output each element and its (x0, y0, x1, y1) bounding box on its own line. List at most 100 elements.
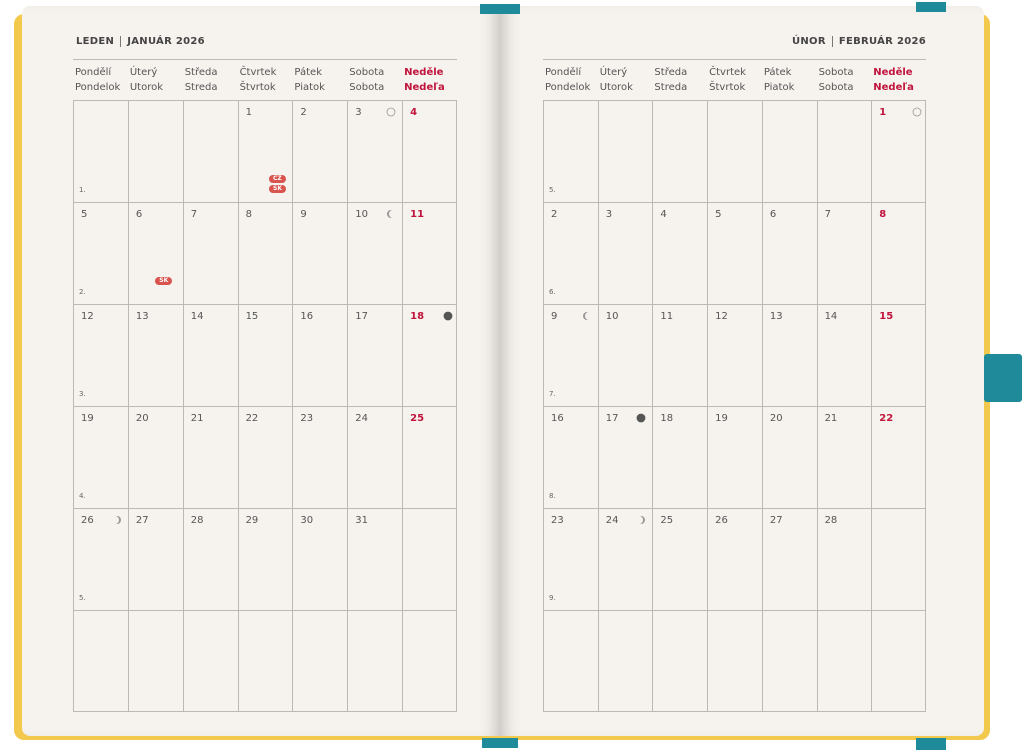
week-number: 3. (79, 390, 86, 398)
day-cell (761, 508, 817, 610)
day-cell (871, 610, 926, 712)
weekday-sk: Piatok (763, 82, 795, 93)
day-number: 16 (551, 413, 564, 424)
day-number: 13 (769, 311, 783, 322)
day-cell (292, 406, 348, 508)
day-number: 25 (410, 413, 425, 424)
day-cell (871, 202, 926, 304)
day-cell (182, 202, 238, 304)
day-cell (707, 508, 762, 610)
day-number: 30 (300, 515, 314, 526)
day-number: 9 (551, 311, 558, 322)
day-cell (652, 610, 708, 712)
day-cell (347, 508, 403, 610)
holiday-badge: SK (155, 277, 173, 285)
weekday-cz: Pátek (294, 67, 322, 78)
day-number: 3 (355, 107, 362, 118)
day-cell (597, 610, 653, 712)
day-cell (652, 202, 708, 304)
day-number: 11 (660, 311, 674, 322)
day-number: 1 (245, 107, 252, 118)
day-number: 7 (190, 209, 198, 220)
month-name-cz: ÚNOR (791, 36, 826, 47)
moon-phase-icon (636, 516, 646, 524)
day-number: 19 (715, 413, 728, 424)
weekday-cz: Sobota (818, 67, 854, 78)
day-cell (347, 610, 403, 712)
weekday-sk: Streda (184, 82, 218, 93)
month-header: LEDEN JANUÁR 2026 (76, 36, 205, 47)
day-number: 25 (660, 515, 674, 526)
day-cell (816, 202, 872, 304)
day-cell (761, 202, 817, 304)
day-cell (182, 406, 238, 508)
day-number: 18 (660, 413, 674, 424)
header-separator (120, 36, 122, 47)
weekday-cz: Středa (654, 67, 688, 78)
day-cell (73, 406, 128, 508)
day-cell (761, 100, 817, 202)
day-cell (871, 406, 926, 508)
day-number: 9 (300, 209, 307, 220)
day-number: 6 (135, 209, 143, 220)
weekday-sk: Štvrtok (239, 82, 276, 93)
day-cell (597, 406, 653, 508)
day-cell (347, 100, 403, 202)
day-number: 21 (190, 413, 204, 424)
day-cell (597, 508, 653, 610)
day-cell (292, 610, 348, 712)
day-cell (543, 406, 598, 508)
moon-phase-icon (386, 107, 396, 117)
day-cell (597, 202, 653, 304)
moon-phase-icon (637, 413, 646, 423)
day-number: 5 (81, 209, 88, 220)
day-cell (127, 304, 183, 406)
header-rule (73, 59, 457, 60)
weekday-sk: Piatok (294, 82, 325, 93)
day-number: 4 (410, 107, 418, 118)
weekday-cz: Středa (184, 67, 218, 78)
weekday-sk: Utorok (129, 82, 164, 93)
day-cell (707, 100, 762, 202)
day-number: 19 (81, 413, 94, 424)
day-cell (652, 508, 708, 610)
day-cell (402, 304, 457, 406)
moon-phase-icon (443, 311, 453, 321)
day-cell (237, 202, 293, 304)
day-cell (402, 100, 457, 202)
day-cell (347, 202, 403, 304)
week-number: 4. (79, 492, 86, 500)
day-number: 5 (715, 209, 722, 220)
day-cell (652, 304, 708, 406)
day-number: 18 (410, 311, 425, 322)
day-cell (73, 202, 128, 304)
day-cell (543, 508, 598, 610)
bookmark-ribbon (916, 2, 946, 12)
day-number: 3 (605, 209, 613, 220)
weekday-sk: Streda (654, 82, 688, 93)
day-cell (707, 304, 762, 406)
day-number: 31 (355, 515, 369, 526)
week-number: 9. (549, 594, 556, 602)
day-number: 2 (551, 209, 558, 220)
day-number: 22 (245, 413, 259, 424)
day-cell (292, 508, 348, 610)
weekday-sk: Sobota (818, 82, 854, 93)
day-cell (182, 508, 238, 610)
day-cell (761, 610, 817, 712)
week-number: 5. (549, 186, 556, 194)
day-cell (816, 100, 872, 202)
day-number: 17 (355, 311, 369, 322)
week-number: 6. (549, 288, 556, 296)
day-cell (292, 202, 348, 304)
day-cell (707, 406, 762, 508)
day-cell (402, 508, 457, 610)
day-cell (237, 304, 293, 406)
day-number: 13 (135, 311, 149, 322)
day-cell (816, 610, 872, 712)
day-cell (347, 406, 403, 508)
elastic-band (984, 354, 1022, 402)
day-number: 15 (879, 311, 894, 322)
day-cell (761, 304, 817, 406)
